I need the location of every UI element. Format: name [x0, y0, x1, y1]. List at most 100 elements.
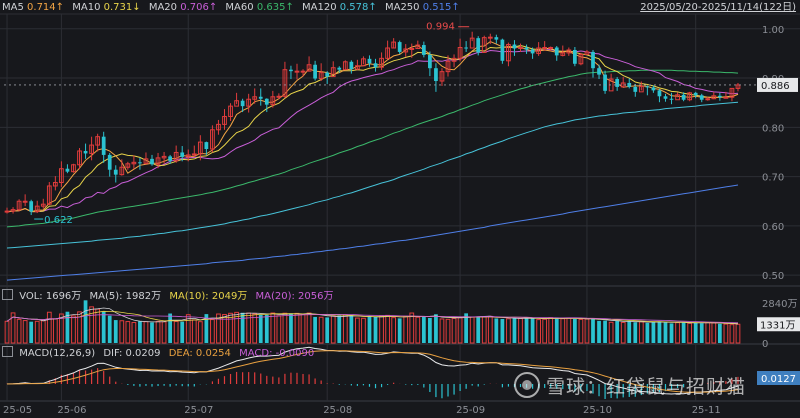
candle-body — [385, 47, 390, 59]
price-tick-label: 0.50 — [762, 271, 784, 282]
candle-body — [125, 163, 131, 168]
volume-bar — [373, 316, 378, 343]
candle-body — [355, 65, 360, 70]
volume-bar — [313, 316, 317, 343]
candle-body — [155, 157, 161, 165]
volume-bar — [657, 321, 662, 343]
macd-icon[interactable] — [2, 346, 13, 357]
candle-body — [367, 58, 372, 64]
candle-body — [52, 182, 58, 187]
volume-bar — [300, 313, 306, 344]
volume-bar — [409, 312, 415, 344]
candle-body — [373, 63, 378, 68]
ma5-legend: MA5 0.714↑ — [2, 2, 65, 13]
volume-bar — [627, 320, 632, 343]
vol-ma5: MA(5): 1982万 — [89, 291, 162, 302]
volume-bar — [464, 313, 469, 343]
volume-bar — [560, 318, 566, 344]
volume-bar — [530, 318, 535, 343]
candle-body — [591, 51, 595, 69]
volume-bar — [663, 322, 668, 343]
candle-body — [330, 67, 336, 78]
candle-body — [161, 155, 167, 159]
candle-body — [89, 144, 94, 154]
candle-body — [282, 69, 288, 97]
volume-bar — [16, 318, 22, 344]
volume-bar — [22, 320, 28, 344]
volume-bar — [415, 316, 421, 344]
volume-bar — [481, 316, 487, 344]
candle-body — [131, 161, 137, 165]
candle-body — [252, 96, 258, 100]
volume-bar — [494, 318, 499, 343]
volume-bar — [180, 321, 185, 343]
volume-bar — [699, 323, 704, 343]
volume-bar — [578, 318, 584, 344]
candle-body — [300, 70, 306, 73]
ma120-value: 0.578↑ — [339, 2, 377, 13]
volume-bar — [506, 318, 511, 344]
volume-bar — [391, 317, 397, 344]
volume-bar — [150, 322, 154, 343]
candle-body — [663, 96, 668, 99]
volume-bar — [723, 323, 729, 344]
volume-bar — [548, 317, 554, 344]
date-range[interactable]: 2025/05/20-2025/11/14(122日) — [640, 2, 796, 13]
volume-bar — [421, 316, 426, 343]
volume-ma20-line — [6, 313, 739, 324]
time-tick-label: 25-08 — [323, 405, 352, 416]
volume-bar — [289, 313, 293, 343]
candle-body — [289, 69, 293, 72]
candle-body — [349, 61, 354, 70]
ma120-legend: MA120 0.578↑ — [302, 2, 377, 13]
volume-bar — [487, 315, 493, 344]
volume-bar — [185, 314, 191, 344]
candle-body — [403, 48, 409, 53]
vol-icon[interactable] — [2, 289, 13, 300]
candle-body — [77, 150, 82, 166]
volume-bar — [735, 323, 741, 344]
volume-bar — [615, 320, 620, 343]
candle-body — [669, 98, 674, 100]
candle-body — [258, 96, 263, 99]
current-volume-tag — [757, 317, 800, 332]
time-tick-label: 25-07 — [184, 405, 213, 416]
ma20-line — [6, 48, 739, 213]
candle-body — [494, 37, 499, 40]
candle-body — [705, 98, 711, 101]
volume-bar — [476, 316, 481, 343]
candle-body — [566, 49, 572, 54]
candle-body — [270, 96, 276, 106]
volume-bar — [210, 319, 215, 344]
candle-body — [22, 200, 28, 203]
volume-bar — [717, 323, 722, 343]
ma60-line — [6, 69, 739, 228]
volume-bar — [52, 318, 58, 344]
candle-body — [645, 86, 650, 88]
candle-body — [191, 153, 197, 156]
ma20-value: 0.706↑ — [180, 2, 218, 13]
volume-bar — [276, 315, 282, 344]
ma20-legend: MA20 0.706↑ — [148, 2, 218, 13]
candle-body — [487, 36, 493, 39]
watermark: 雪球：红袋鼠与招财猫 — [514, 372, 746, 399]
candle-body — [361, 58, 366, 67]
candle-body — [524, 47, 529, 50]
volume-bar — [705, 322, 711, 344]
volume-bar — [361, 317, 366, 344]
ma250-line — [6, 184, 739, 281]
candle-body — [306, 64, 312, 72]
volume-bar — [318, 316, 324, 344]
volume-bar — [439, 318, 445, 344]
time-tick-label: 25-11 — [692, 405, 721, 416]
candle-body — [138, 162, 142, 164]
ma250-legend: MA250 0.515↑ — [384, 2, 460, 13]
candle-body — [210, 129, 215, 150]
vol-ma10: MA(10): 2049万 — [169, 291, 248, 302]
candle-body — [675, 94, 680, 101]
candle-body — [185, 154, 191, 158]
candle-body — [428, 54, 432, 69]
time-tick-label: 25-05 — [3, 405, 32, 416]
ma250-value: 0.515↑ — [422, 2, 460, 13]
